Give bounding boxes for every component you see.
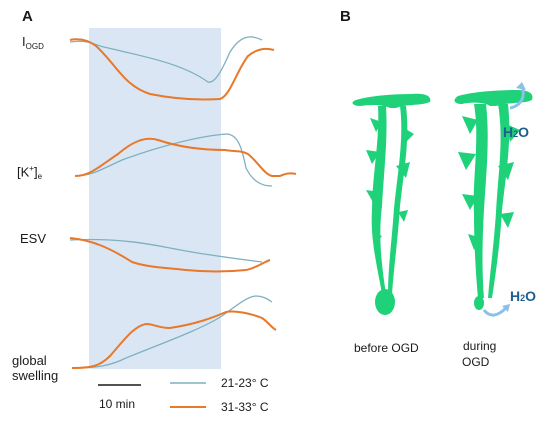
astrocyte-during-ogd [454,90,533,310]
astrocyte-before-ogd [352,93,431,315]
panel-a-letter: A [22,8,33,25]
esv-trace-cool [69,238,263,263]
swelling-trace-warm [71,310,277,369]
water-arrow-bottom [482,306,508,317]
row-label-ke: [K+]e [17,164,43,182]
row-label-iogd: IOGD [22,34,44,51]
scale-bar-label: 10 min [99,397,136,411]
h2o-label-bottom: H2O [510,288,537,304]
panel-b-letter: B [340,8,351,25]
row-label-swelling-1: global [12,353,47,368]
water-arrow-top-head [516,82,526,90]
caption-before-ogd: before OGD [354,341,419,355]
ke-trace-cool [74,133,273,187]
row-label-esv: ESV [20,231,47,246]
iogd-trace-warm [69,38,275,101]
swelling-trace-cool [71,295,273,369]
caption-ogd: OGD [462,355,490,369]
caption-during: during [463,339,497,353]
ke-trace-warm [74,137,297,177]
legend-label-warm: 31-33° C [221,400,269,414]
row-label-swelling-2: swelling [12,368,59,383]
legend-label-cool: 21-23° C [221,376,269,390]
h2o-label-top: H2O [503,124,530,140]
ogd-shaded-period [89,28,221,369]
esv-trace-warm [69,237,271,273]
water-arrow-bottom-head [502,304,510,312]
